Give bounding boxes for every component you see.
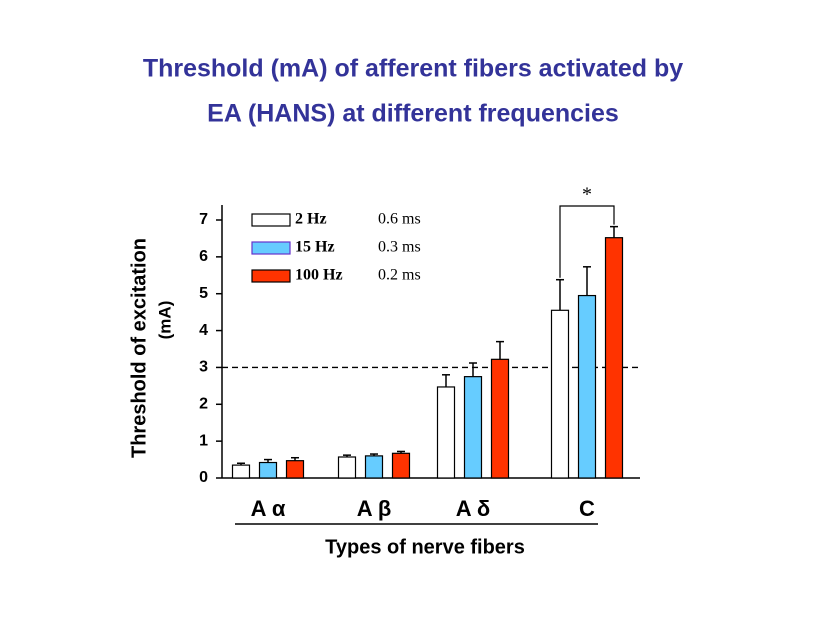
bar xyxy=(490,358,510,479)
x-tick-label: C xyxy=(579,496,595,521)
legend-pulse-width: 0.2 ms xyxy=(378,267,421,284)
x-tick-label: A β xyxy=(357,496,392,521)
bar xyxy=(463,376,483,479)
bar xyxy=(258,461,278,479)
legend-label: 15 Hz xyxy=(295,239,335,256)
y-tick-label: 3 xyxy=(199,359,208,376)
y-tick-label: 6 xyxy=(199,248,208,265)
bar xyxy=(391,452,411,479)
bar xyxy=(364,455,384,479)
x-tick-label: A δ xyxy=(456,496,491,521)
y-tick-label: 5 xyxy=(199,285,208,302)
significance-bracket xyxy=(559,205,615,278)
legend-swatch xyxy=(251,269,291,283)
y-tick-label: 1 xyxy=(199,432,208,449)
y-tick-label: 4 xyxy=(199,322,208,339)
bar xyxy=(550,309,570,479)
legend-swatch xyxy=(251,241,291,255)
legend-swatch xyxy=(251,213,291,227)
legend-label: 2 Hz xyxy=(295,211,327,228)
chart-title: Threshold (mA) of afferent fibers activa… xyxy=(143,55,683,83)
bar xyxy=(577,294,597,479)
significance-label: * xyxy=(582,184,592,206)
bar xyxy=(337,456,357,479)
x-tick-label: A α xyxy=(251,496,286,521)
bar xyxy=(231,464,251,479)
y-tick-label: 7 xyxy=(199,211,208,228)
y-tick-label: 0 xyxy=(199,469,208,486)
bar xyxy=(604,237,624,479)
chart-title: EA (HANS) at different frequencies xyxy=(207,100,619,128)
x-axis-label: Types of nerve fibers xyxy=(325,536,525,558)
y-axis-label: Threshold of excitation xyxy=(128,238,150,458)
y-axis-unit: (mA) xyxy=(155,301,174,340)
legend-pulse-width: 0.3 ms xyxy=(378,239,421,256)
bar xyxy=(436,386,456,479)
legend-pulse-width: 0.6 ms xyxy=(378,211,421,228)
y-tick-label: 2 xyxy=(199,396,208,413)
bar xyxy=(285,460,305,479)
legend-label: 100 Hz xyxy=(295,267,343,284)
